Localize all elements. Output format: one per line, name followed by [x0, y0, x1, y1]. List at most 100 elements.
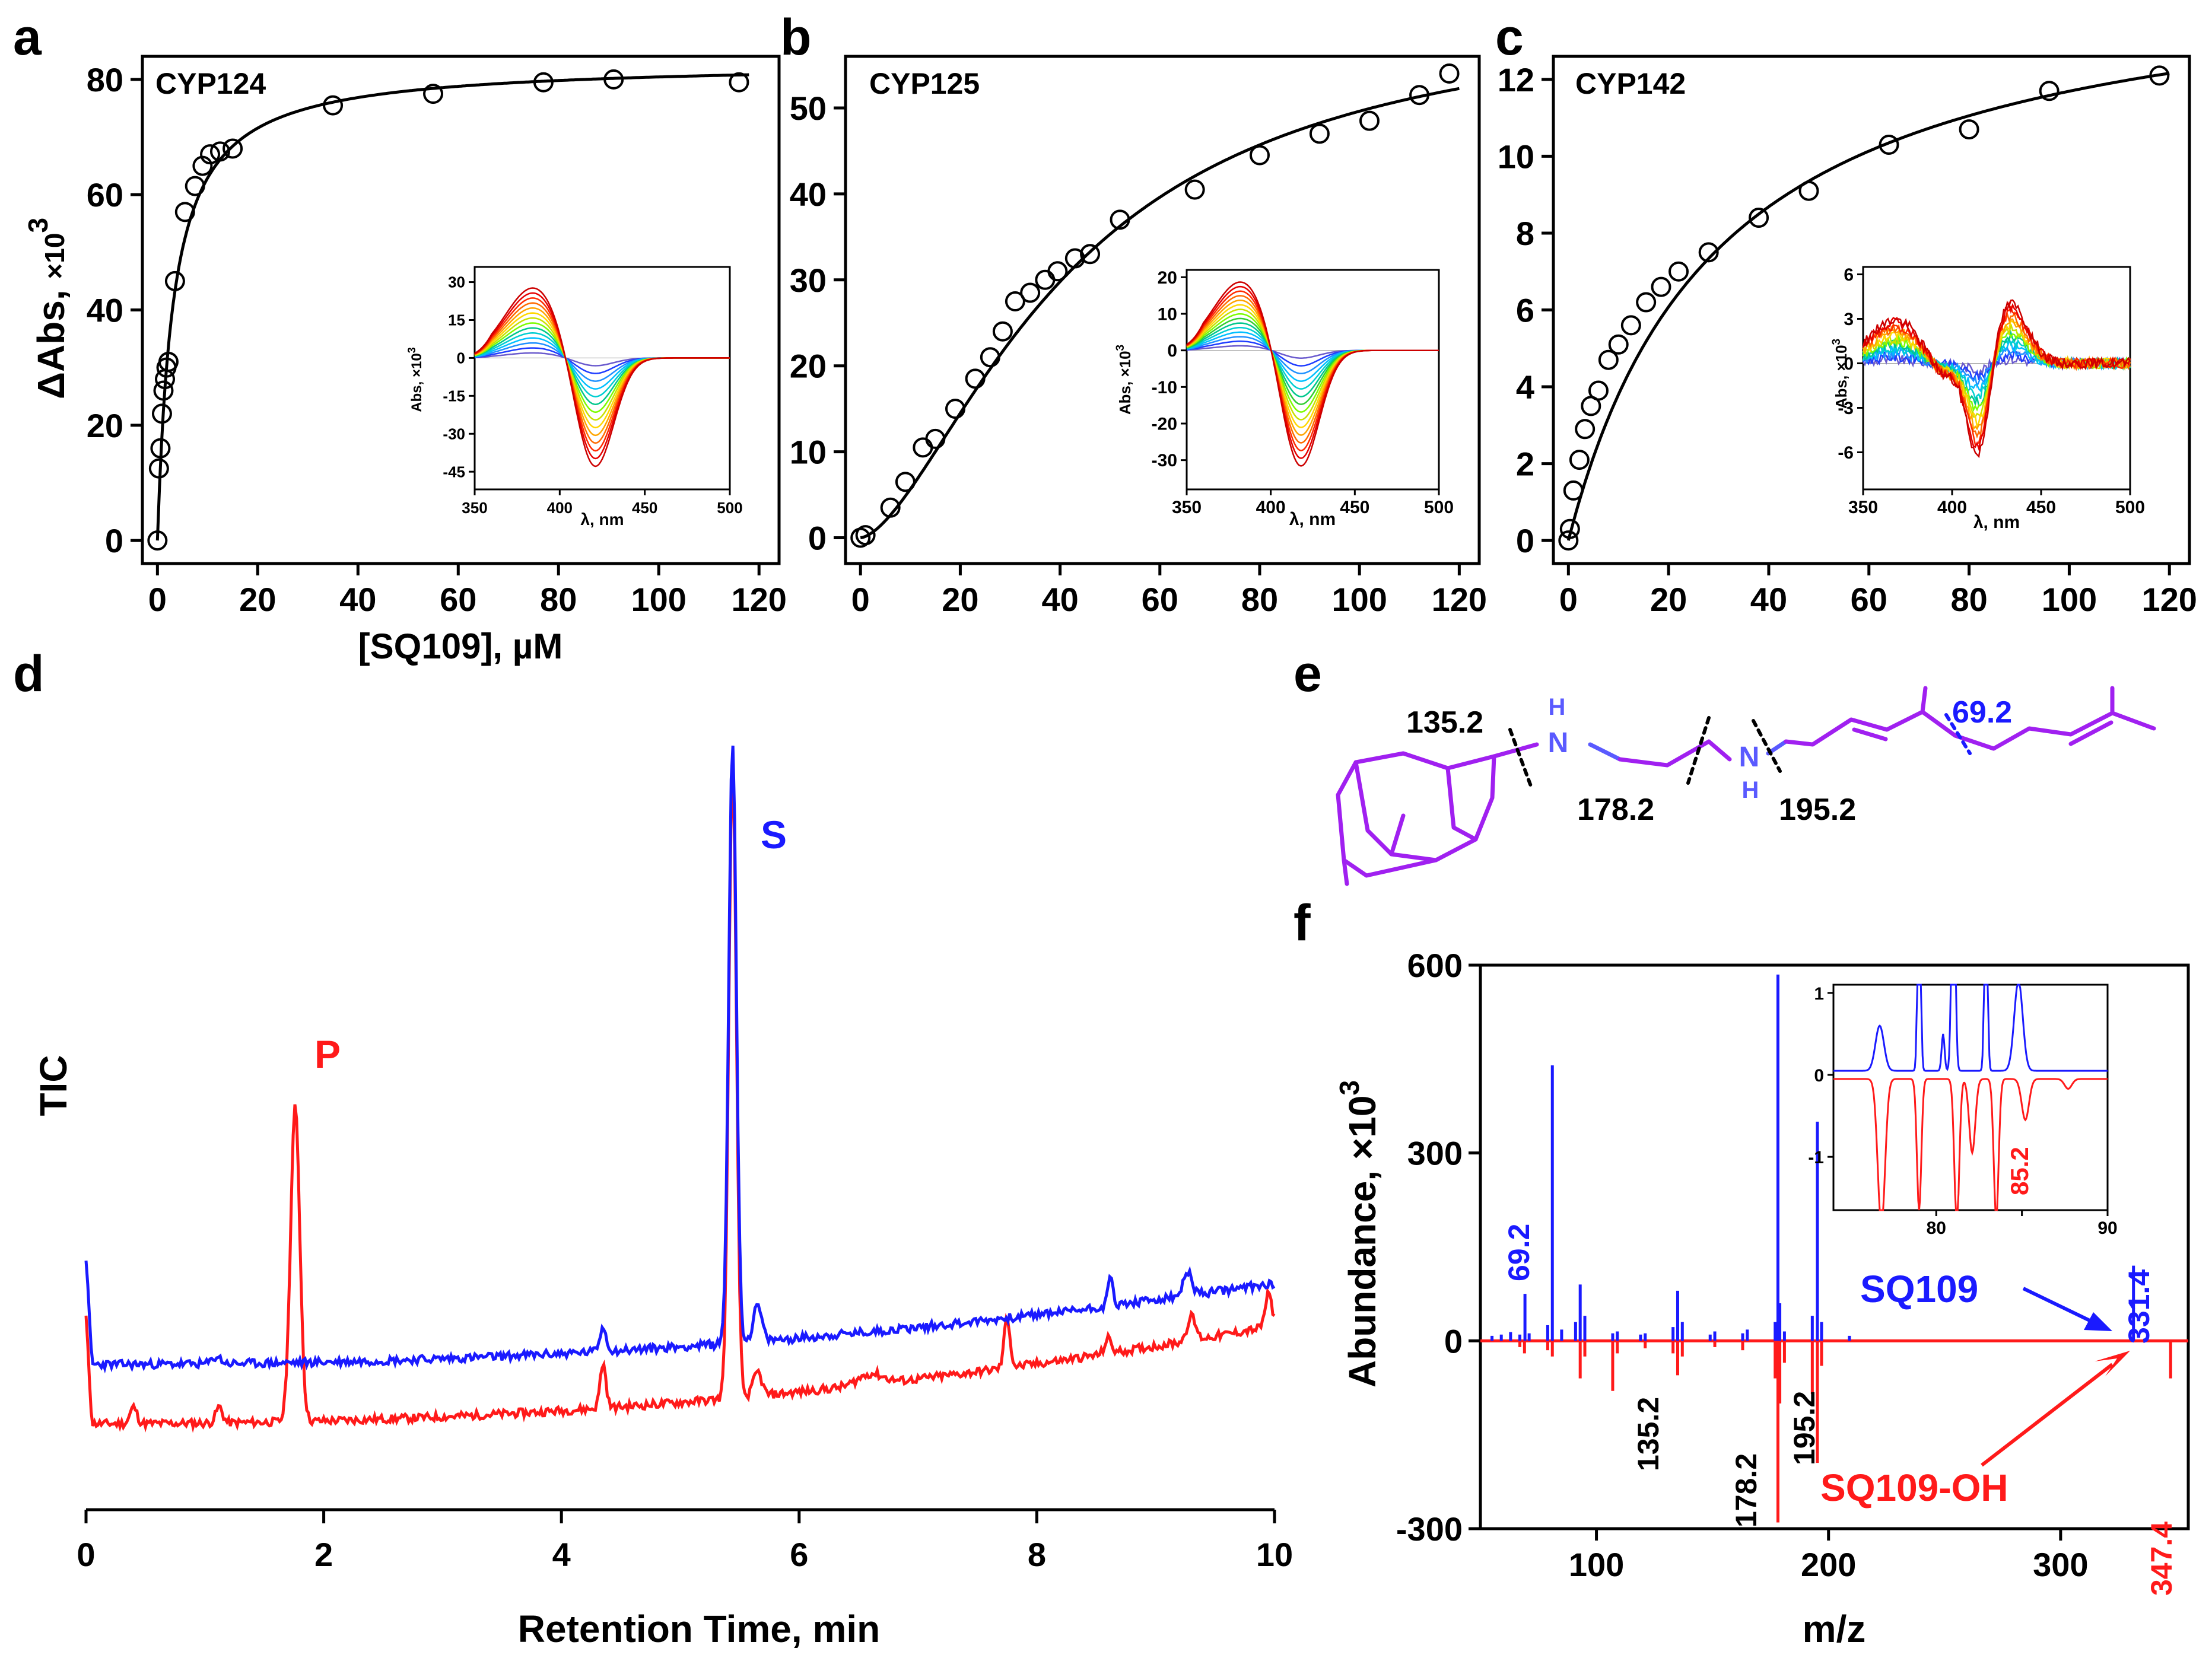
- data-point: [148, 458, 169, 479]
- data-point: [603, 69, 624, 90]
- y-tick-label: 4: [1516, 368, 1534, 406]
- peak-label-195: 195.2: [1788, 1391, 1821, 1465]
- inset-x-tick-label: 400: [547, 499, 573, 517]
- x-tick-label: 100: [2042, 581, 2097, 618]
- y-axis-label-main: Abundance, ×10: [1341, 1096, 1384, 1388]
- y-tick-label: 600: [1407, 947, 1463, 984]
- y-tick-label: 8: [1516, 215, 1534, 252]
- inset-y-tick-label: -6: [1838, 443, 1854, 463]
- data-point: [1959, 119, 1979, 140]
- y-tick-label: 12: [1498, 61, 1534, 98]
- y-axis-label: Abundance, ×103: [1334, 1080, 1384, 1387]
- x-axis-label: [SQ109], µM: [358, 626, 563, 666]
- data-point: [1879, 134, 1899, 155]
- y-tick-label: 20: [87, 407, 123, 444]
- inset-ticks: 350 400 450 500 20 10 0 -10 -20 -30: [1152, 268, 1454, 517]
- y-tick-label: 2: [1516, 445, 1534, 483]
- absorbance-spectrum: [1186, 281, 1439, 467]
- data-point: [423, 84, 444, 104]
- x-tick-label: 120: [731, 581, 786, 618]
- x-axis-label: Retention Time, min: [518, 1608, 880, 1650]
- x-tick-label: 10: [1256, 1536, 1293, 1573]
- inset-spectra: 350 400 450 500 20 10 0 -10 -20 -30 Abs, ×103 λ, …: [1114, 268, 1454, 529]
- inset-x-label: λ, nm: [1289, 510, 1336, 529]
- data-point: [174, 202, 195, 222]
- data-point: [855, 525, 876, 546]
- fit-curve: [1566, 72, 2170, 541]
- inset-y-label: Abs, ×103: [1830, 339, 1850, 409]
- axis-ticks: 100 200 300 600 300 0 -300: [1396, 947, 2089, 1583]
- fit-curve: [860, 87, 1460, 539]
- inset-ticks: 80 90 1 0 -1: [1808, 984, 2117, 1238]
- inset-y-label-exp: 3: [406, 347, 418, 353]
- inset-y-tick-label: -20: [1152, 415, 1177, 434]
- panel-label-c: c: [1495, 9, 1524, 66]
- inset-red-trace: [1833, 1078, 2108, 1211]
- panel-label-e: e: [1293, 645, 1322, 702]
- x-tick-label: 20: [1650, 581, 1687, 618]
- absorbance-spectrum: [1862, 318, 2131, 431]
- inset-ticks: 350 400 450 500 6 3 0 -3 -6: [1838, 265, 2145, 517]
- data-point: [1359, 110, 1380, 131]
- data-point: [980, 347, 1000, 368]
- x-tick-label: 20: [239, 581, 276, 618]
- inset-spectra: 350 400 450 500 30 15 0 -15 -30 -45 Abs, ×103 λ, …: [406, 266, 743, 529]
- data-point: [147, 530, 168, 551]
- chain-bonds: [1492, 686, 2156, 768]
- inset-y-label-main: Abs, ×10: [1832, 345, 1850, 409]
- data-point: [223, 138, 243, 159]
- x-tick-label: 80: [540, 581, 577, 618]
- y-axis-label-exp: 3: [23, 218, 53, 233]
- x-tick-label: 100: [1569, 1546, 1624, 1583]
- y-axis-label-main: ΔAbs,: [30, 279, 72, 399]
- data-point: [925, 428, 946, 449]
- binding-plot-cyp124: CYP124 0 20 40 60 80 100 120 0 20 40 60 80 ΔAbs, ×1…: [23, 55, 787, 666]
- tic-chromatogram: 0 2 4 6 8 10 TIC Retention Time, min P S: [32, 745, 1293, 1650]
- inset-x-tick-label: 500: [717, 499, 742, 517]
- data-point: [880, 497, 901, 518]
- data-point: [1569, 450, 1590, 470]
- data-point: [1798, 180, 1819, 201]
- inset-x-tick-label: 350: [1172, 498, 1202, 517]
- panel-label-d: d: [13, 645, 45, 702]
- fragment-label-195: 195.2: [1779, 793, 1856, 827]
- fragment-label-178: 178.2: [1577, 793, 1654, 827]
- inset-y-tick-label: 30: [448, 273, 465, 291]
- x-tick-label: 40: [339, 581, 376, 618]
- inset-y-tick-label: 0: [1814, 1066, 1824, 1086]
- inset-x-tick-label: 400: [1937, 498, 1967, 517]
- data-point: [913, 437, 933, 458]
- data-point: [1598, 349, 1619, 370]
- x-tick-label: 100: [1331, 581, 1387, 618]
- data-point: [1080, 244, 1101, 265]
- data-point: [1559, 518, 1580, 539]
- data-point: [1409, 85, 1430, 106]
- plot-frame: [1479, 963, 2190, 1530]
- inset-y-tick-label: -3: [1838, 399, 1854, 418]
- data-point: [200, 144, 221, 165]
- inset-y-tick-label: -10: [1152, 378, 1177, 397]
- data-point: [1249, 145, 1270, 166]
- panel-label-a: a: [13, 9, 42, 66]
- plot-frame: [844, 55, 1481, 565]
- data-point: [158, 351, 179, 372]
- inset-y-tick-label: -1: [1808, 1148, 1824, 1167]
- panel-label-f: f: [1293, 895, 1311, 951]
- data-point: [1558, 530, 1579, 551]
- x-tick-label: 6: [790, 1536, 808, 1573]
- inset-x-tick-label: 350: [1848, 498, 1878, 517]
- x-tick-label: 60: [440, 581, 476, 618]
- inset-y-tick-label: 0: [1167, 341, 1177, 361]
- data-point: [895, 472, 916, 492]
- y-tick-label: -300: [1396, 1510, 1463, 1548]
- inset-frame: [1862, 266, 2131, 491]
- y-tick-label: 80: [87, 61, 123, 98]
- data-points: [1558, 65, 2170, 551]
- y-tick-label: 6: [1516, 292, 1534, 329]
- data-point: [1047, 261, 1068, 282]
- data-point: [533, 72, 554, 93]
- inset-peak-label-85: 85.2: [2006, 1147, 2033, 1195]
- data-point: [2149, 65, 2170, 86]
- data-point: [1698, 242, 1719, 263]
